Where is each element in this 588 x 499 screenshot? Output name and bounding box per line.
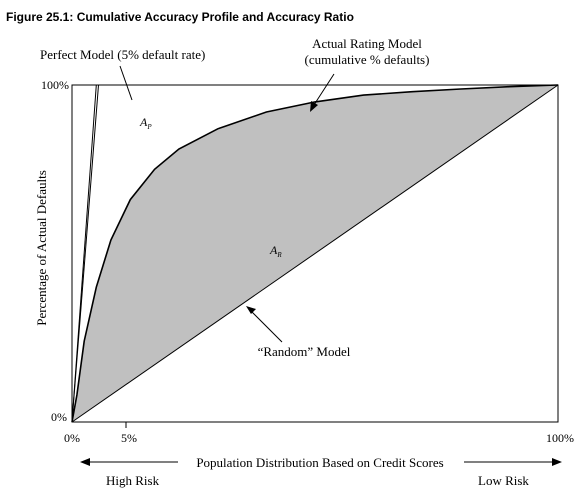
- actual-model-pointer: [311, 73, 335, 109]
- plot-frame: [71, 84, 559, 423]
- arrow-right-icon: [552, 458, 562, 466]
- figure-title: Figure 25.1: Cumulative Accuracy Profile…: [6, 10, 354, 24]
- x-tick-label-5: 5%: [121, 431, 137, 445]
- perfect-model-annotation: Perfect Model (5% default rate): [40, 47, 205, 62]
- y-tick-0: 0%: [51, 410, 67, 424]
- perfect-model-line: [71, 84, 99, 423]
- x-axis-label: Population Distribution Based on Credit …: [196, 455, 443, 470]
- perfect-model-pointer: [119, 65, 133, 101]
- random-model-pointer: [248, 308, 283, 343]
- area-p-label: AP: [139, 115, 152, 131]
- random-model-arrowhead: [246, 306, 256, 314]
- arrow-left-icon: [80, 458, 90, 466]
- low-risk-label: Low Risk: [478, 473, 529, 488]
- actual-model-annotation: Actual Rating Model: [312, 36, 422, 51]
- x-tick-100: 100%: [546, 431, 574, 445]
- x-tick-0: 0%: [64, 431, 80, 445]
- perfect-model-stroke: [71, 84, 99, 423]
- random-model-annotation: “Random” Model: [258, 344, 351, 359]
- area-r-label: AR: [269, 243, 282, 259]
- actual-rating-model-line: [71, 84, 559, 423]
- random-model-line: [71, 84, 559, 423]
- actual-model-arrowhead: [310, 101, 318, 112]
- y-axis-label: Percentage of Actual Defaults: [34, 170, 49, 326]
- actual-model-annotation-sub: (cumulative % defaults): [305, 52, 430, 67]
- high-risk-label: High Risk: [106, 473, 160, 488]
- y-tick-100: 100%: [41, 78, 69, 92]
